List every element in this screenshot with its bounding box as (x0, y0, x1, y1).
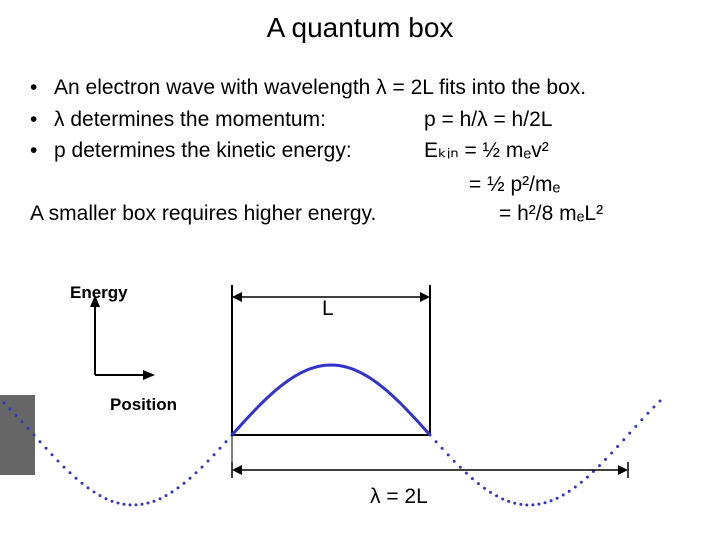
bullet-3-rhs-2: = ½ p²/mₑ (424, 169, 720, 201)
bullet-3-rhs-3: = h²/8 mₑL² (424, 202, 720, 226)
page-title: A quantum box (0, 0, 720, 44)
diagram-svg (0, 275, 720, 540)
bullet-3-lhs: p determines the kinetic energy: (54, 135, 424, 167)
bullet-3-rhs-1: Eₖᵢₙ = ½ mₑv² (424, 135, 720, 167)
summary-text: A smaller box requires higher energy. (30, 202, 424, 226)
bullet-1: An electron wave with wavelength λ = 2L … (30, 72, 720, 104)
bullet-2: λ determines the momentum: p = h/λ = h/2… (30, 104, 720, 136)
formula-continuation: = ½ p²/mₑ (54, 169, 720, 201)
diagram-area: Energy Position L λ = 2L (0, 275, 720, 540)
bullet-3: p determines the kinetic energy: Eₖᵢₙ = … (30, 135, 720, 167)
summary-line: A smaller box requires higher energy. = … (30, 202, 720, 226)
bullet-2-lhs: λ determines the momentum: (54, 104, 424, 136)
bullet-2-rhs: p = h/λ = h/2L (424, 104, 720, 136)
bullet-list: An electron wave with wavelength λ = 2L … (30, 72, 720, 167)
